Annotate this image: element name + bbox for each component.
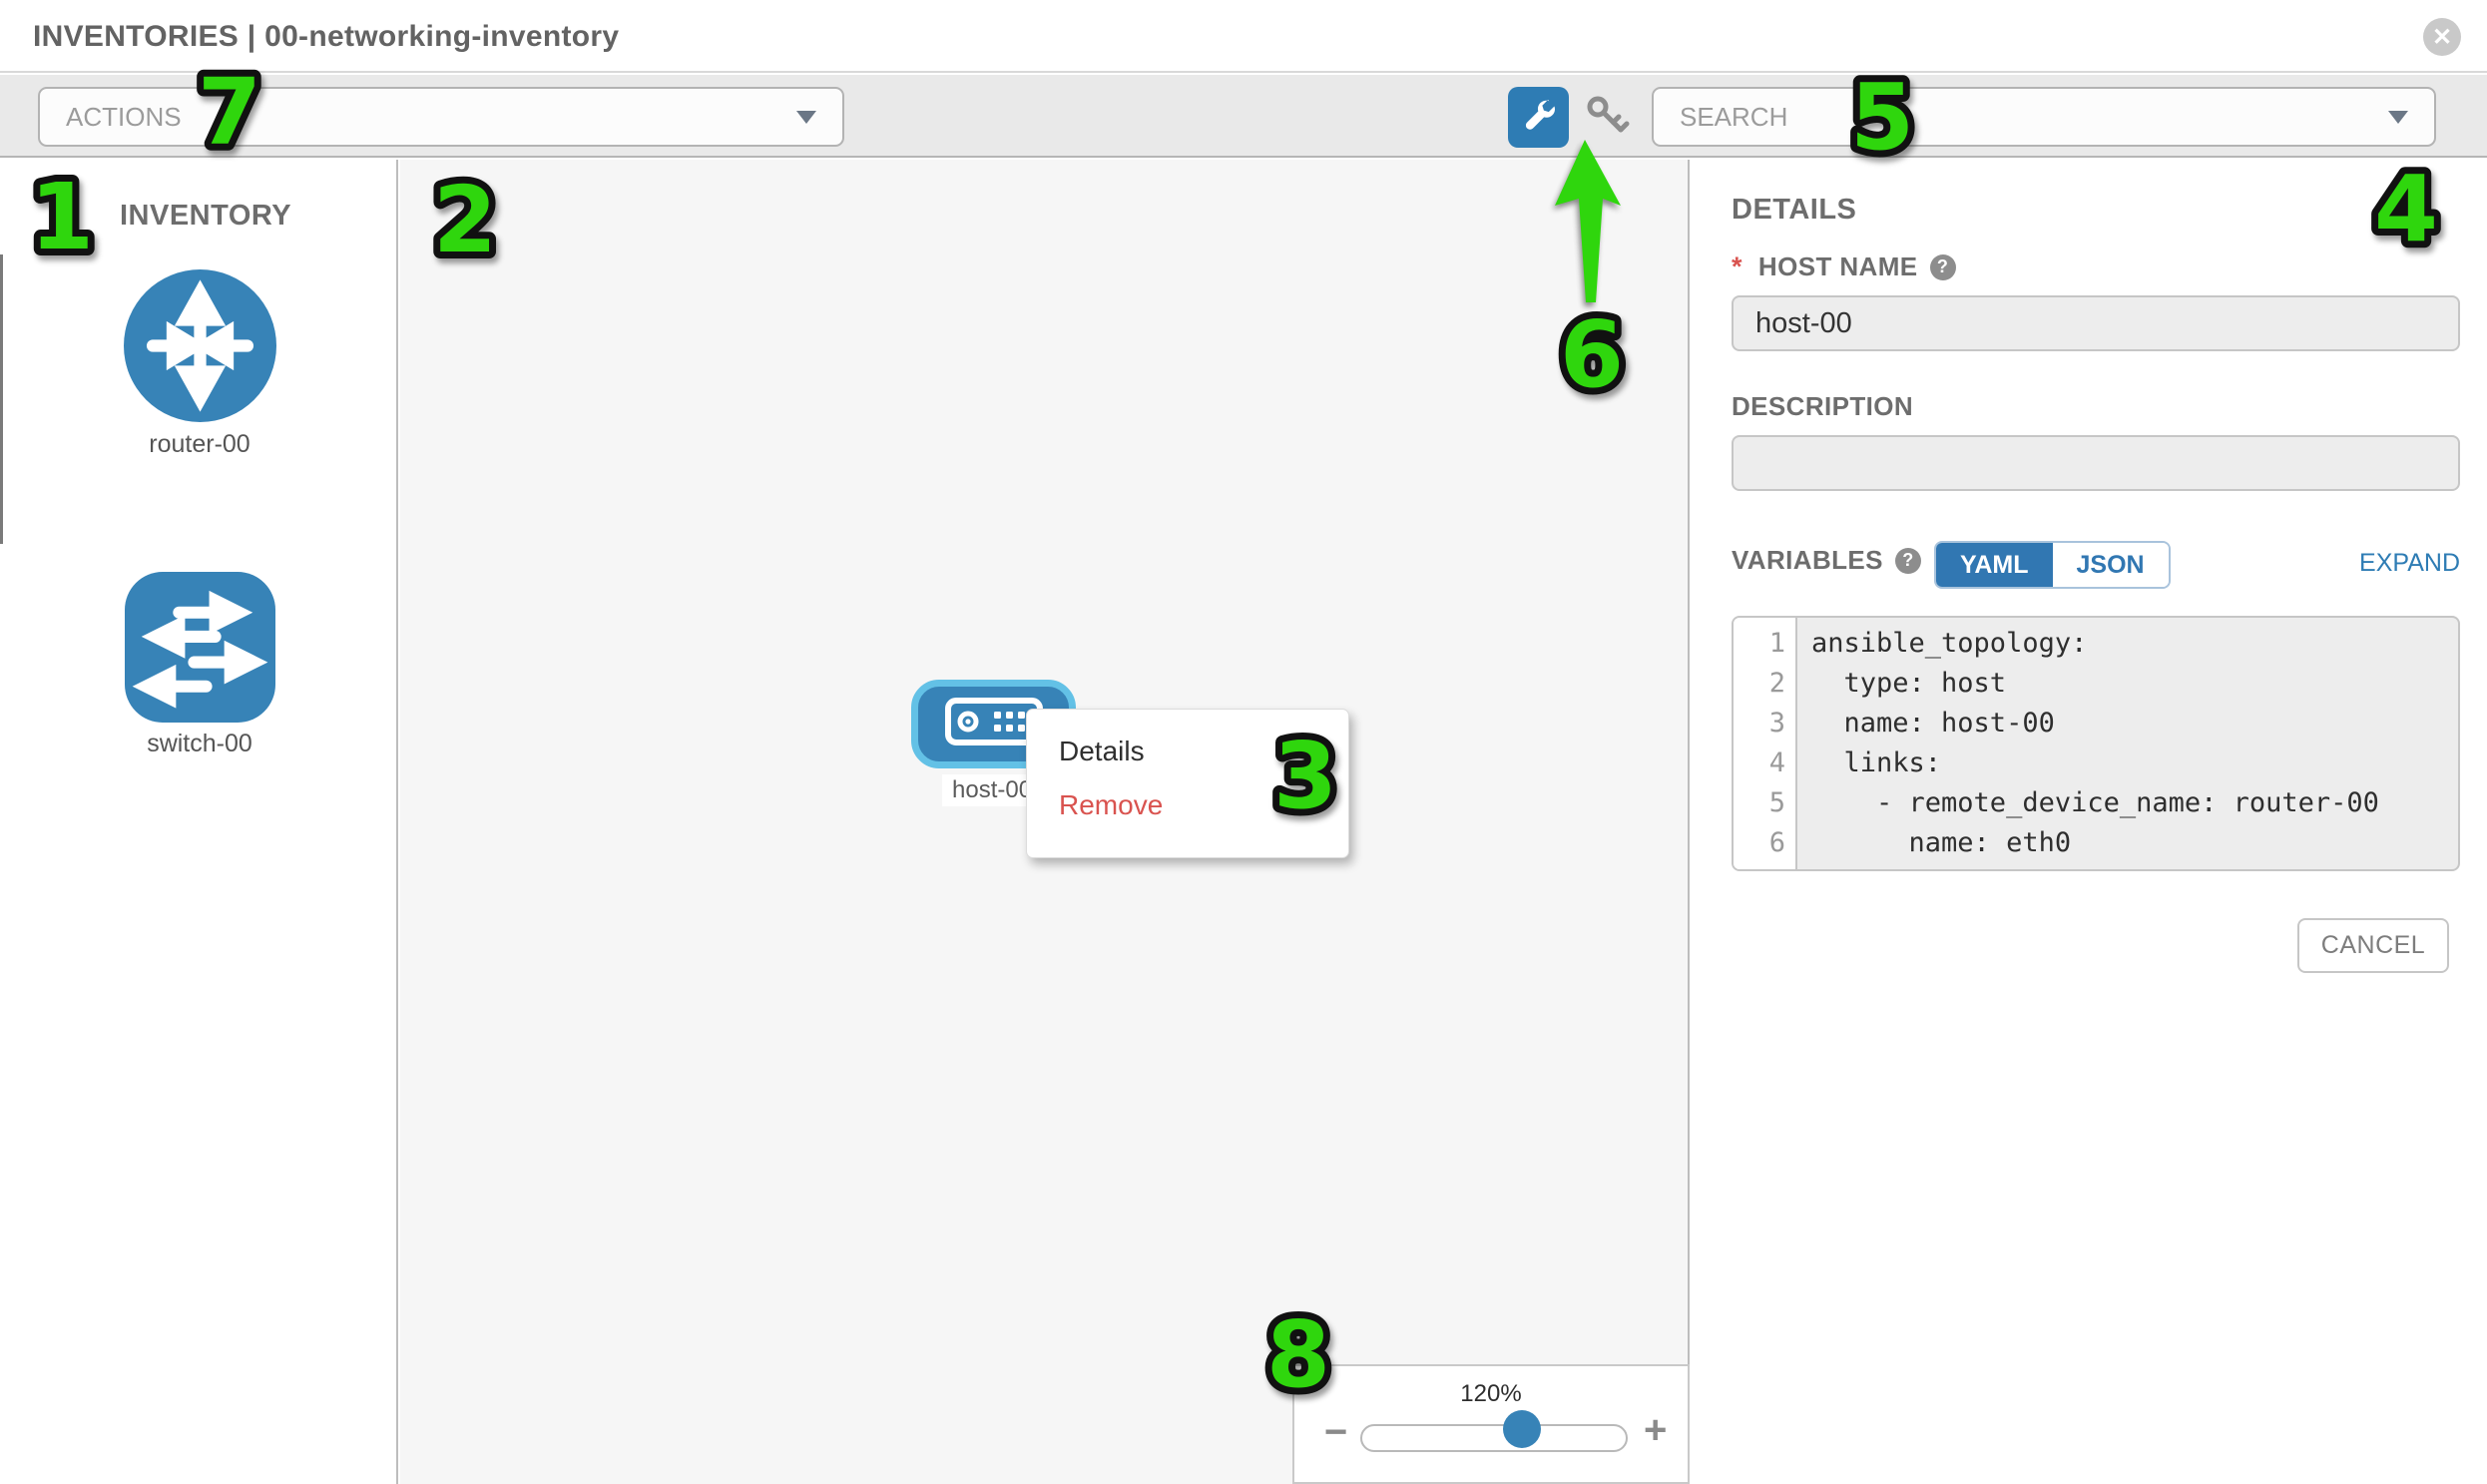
- line-number: 1: [1768, 628, 1785, 659]
- code-line: - remote_device_name: router-00: [1811, 787, 2379, 818]
- line-number: 6: [1768, 827, 1785, 858]
- line-number: 3: [1768, 708, 1785, 739]
- inventory-heading: INVENTORY: [120, 200, 292, 232]
- context-menu-item-details[interactable]: Details: [1059, 736, 1145, 766]
- code-line: links:: [1811, 747, 1942, 778]
- expand-link[interactable]: EXPAND: [2359, 549, 2460, 577]
- search-dropdown-label: SEARCH: [1680, 101, 1788, 132]
- chevron-down-icon: [796, 110, 816, 124]
- line-number: 7: [1734, 863, 1785, 869]
- page-title: INVENTORIES | 00-networking-inventory: [33, 20, 620, 53]
- actions-dropdown-label: ACTIONS: [66, 101, 182, 132]
- sidebar-item-switch[interactable]: [125, 572, 275, 723]
- toggle-json-button[interactable]: JSON: [2052, 543, 2169, 587]
- zoom-out-button[interactable]: −: [1324, 1410, 1348, 1454]
- host-node-label: host-00: [942, 774, 1043, 806]
- variables-format-toggle: YAML JSON: [1934, 541, 2171, 589]
- wrench-icon: [1520, 96, 1558, 139]
- code-line: ansible_topology:: [1811, 628, 2088, 659]
- key-icon: [1584, 93, 1630, 144]
- variables-label-row: VARIABLES ?: [1732, 545, 1921, 576]
- details-heading: DETAILS: [1732, 194, 1857, 226]
- chevron-down-icon: [2388, 110, 2408, 124]
- zoom-control: 120% − +: [1292, 1364, 1690, 1484]
- close-button[interactable]: ✕: [2423, 18, 2461, 56]
- switch-icon: [125, 590, 275, 727]
- required-asterisk: *: [1732, 251, 1742, 281]
- code-line: name: eth0: [1811, 827, 2072, 858]
- toolbar-key-button[interactable]: [1583, 94, 1631, 142]
- toolbar-wrench-button[interactable]: [1508, 87, 1569, 148]
- zoom-in-button[interactable]: +: [1644, 1408, 1668, 1452]
- description-label: DESCRIPTION: [1732, 391, 1914, 421]
- description-input[interactable]: [1732, 435, 2460, 491]
- help-icon[interactable]: ?: [1894, 547, 1921, 574]
- search-dropdown[interactable]: SEARCH: [1652, 87, 2436, 147]
- editor-line-numbers: 1 2 3 4 5 6 7: [1734, 618, 1797, 869]
- code-line: name: host-00: [1811, 708, 2055, 739]
- zoom-slider-track[interactable]: [1360, 1424, 1628, 1452]
- sidebar-scrollbar[interactable]: [0, 254, 3, 544]
- router-node-label: router-00: [149, 430, 250, 458]
- close-icon: ✕: [2431, 23, 2453, 51]
- code-line: remote_interface_name: eth0: [1811, 863, 2458, 869]
- code-line: type: host: [1811, 668, 2007, 699]
- zoom-slider-thumb[interactable]: [1503, 1410, 1541, 1448]
- variables-label: VARIABLES: [1732, 545, 1883, 575]
- line-number: 4: [1768, 747, 1785, 778]
- host-name-input[interactable]: [1732, 295, 2460, 351]
- host-name-label: HOST NAME: [1757, 251, 1918, 281]
- sidebar-item-router[interactable]: [124, 269, 276, 422]
- cancel-button[interactable]: CANCEL: [2297, 918, 2449, 973]
- zoom-level-value: 120%: [1460, 1380, 1522, 1407]
- line-number: 2: [1768, 668, 1785, 699]
- context-menu: Details Remove: [1026, 709, 1349, 858]
- switch-node-label: switch-00: [147, 730, 252, 757]
- help-icon[interactable]: ?: [1929, 253, 1956, 280]
- router-icon: [124, 279, 276, 426]
- line-number: 5: [1768, 787, 1785, 818]
- host-name-label-row: * HOST NAME ?: [1732, 251, 1956, 282]
- context-menu-item-remove[interactable]: Remove: [1059, 789, 1164, 820]
- actions-dropdown[interactable]: ACTIONS: [38, 87, 844, 147]
- editor-code-area[interactable]: ansible_topology: type: host name: host-…: [1797, 618, 2458, 869]
- header-bar: INVENTORIES | 00-networking-inventory ✕: [0, 0, 2487, 73]
- toggle-yaml-button[interactable]: YAML: [1936, 543, 2053, 587]
- variables-editor[interactable]: 1 2 3 4 5 6 7 ansible_topology: type: ho…: [1732, 616, 2460, 871]
